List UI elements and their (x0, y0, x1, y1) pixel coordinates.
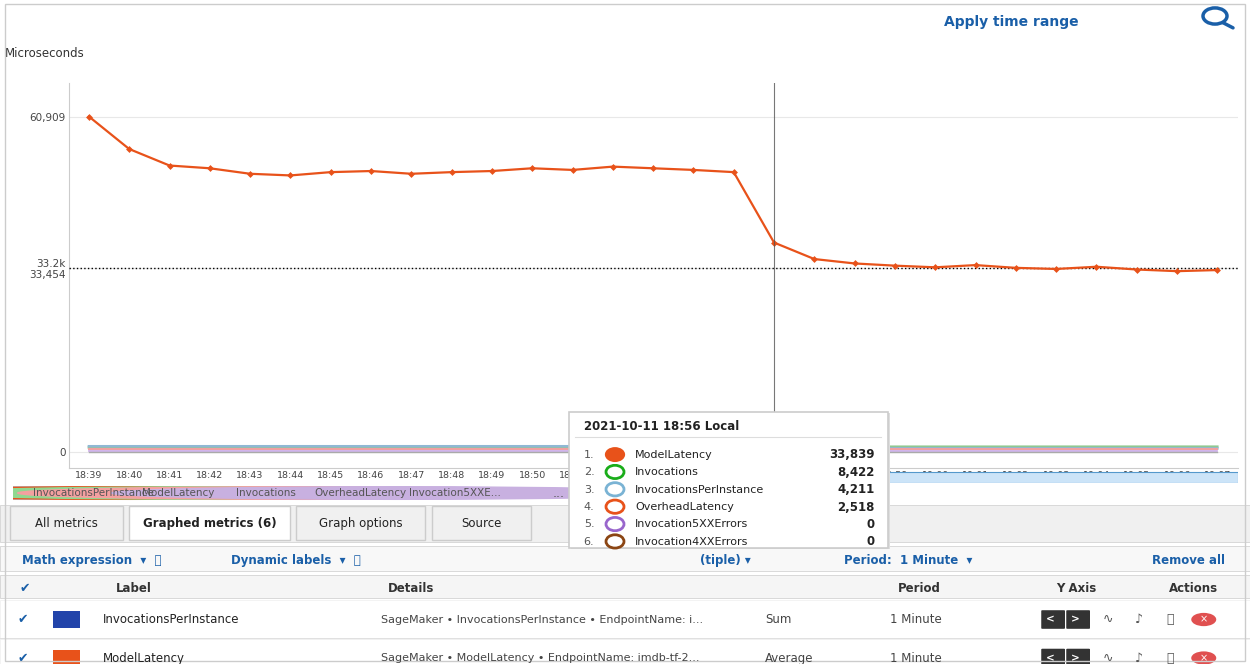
Text: ∿: ∿ (1102, 613, 1112, 626)
Circle shape (0, 487, 415, 499)
Text: 33,839: 33,839 (830, 448, 875, 461)
Text: Invocations: Invocations (236, 488, 296, 498)
Text: InvocationsPerInstance: InvocationsPerInstance (34, 488, 155, 498)
Text: <: < (1045, 614, 1055, 625)
Text: 4,211: 4,211 (838, 483, 875, 496)
Circle shape (606, 517, 624, 531)
Text: ModelLatency: ModelLatency (142, 488, 215, 498)
Text: Graph options: Graph options (319, 517, 402, 530)
Text: ⎘: ⎘ (1166, 613, 1174, 626)
Circle shape (606, 500, 624, 513)
Text: 3.: 3. (584, 485, 595, 495)
Text: Actions: Actions (1169, 582, 1218, 595)
Text: 1 Minute: 1 Minute (890, 613, 941, 626)
Text: ×: × (1200, 653, 1208, 663)
Text: <: < (1045, 653, 1055, 663)
Text: All metrics: All metrics (35, 517, 98, 530)
Text: >: > (1070, 653, 1080, 663)
Text: SageMaker • ModelLatency • EndpointName: imdb-tf-2...: SageMaker • ModelLatency • EndpointName:… (381, 653, 700, 663)
Circle shape (606, 535, 624, 548)
Text: ...: ... (552, 487, 565, 499)
Circle shape (605, 447, 625, 462)
Text: OverheadLatency: OverheadLatency (635, 502, 734, 512)
Text: 6.: 6. (584, 537, 595, 546)
Circle shape (111, 487, 681, 499)
Text: Average: Average (765, 651, 814, 664)
Text: 5.: 5. (584, 519, 595, 529)
Text: ✔: ✔ (20, 582, 30, 595)
Text: ✔: ✔ (18, 651, 28, 664)
Text: ModelLatency: ModelLatency (635, 450, 712, 460)
Text: 2.: 2. (584, 467, 595, 477)
Text: Graphed metrics (6): Graphed metrics (6) (142, 517, 276, 530)
Text: Remove all: Remove all (1152, 554, 1225, 567)
Text: Dynamic labels  ▾  ❓: Dynamic labels ▾ ❓ (231, 554, 361, 567)
Text: Invocation5XXErrors: Invocation5XXErrors (635, 519, 749, 529)
Circle shape (606, 483, 624, 496)
Text: OverheadLatency: OverheadLatency (315, 488, 408, 498)
Text: SageMaker • InvocationsPerInstance • EndpointName: i...: SageMaker • InvocationsPerInstance • End… (381, 614, 704, 625)
Text: 2,518: 2,518 (838, 501, 875, 513)
Text: >: > (1070, 614, 1080, 625)
Text: 0: 0 (867, 535, 875, 548)
Text: ⎘: ⎘ (1166, 651, 1174, 664)
Text: 0: 0 (867, 518, 875, 531)
Text: Invocations: Invocations (635, 467, 699, 477)
Text: Details: Details (388, 582, 434, 595)
Text: InvocationsPerInstance: InvocationsPerInstance (102, 613, 239, 626)
Text: Label: Label (116, 582, 152, 595)
Text: Microseconds: Microseconds (5, 47, 84, 60)
Text: ✔: ✔ (18, 613, 28, 626)
Text: Period: Period (898, 582, 940, 595)
Text: ♪: ♪ (1135, 651, 1142, 664)
Circle shape (0, 487, 509, 499)
Text: ∿: ∿ (1102, 651, 1112, 664)
Text: InvocationsPerInstance: InvocationsPerInstance (635, 485, 764, 495)
Text: 1 Minute: 1 Minute (890, 651, 941, 664)
Text: 1.: 1. (584, 450, 595, 460)
Text: ♪: ♪ (1135, 613, 1142, 626)
Text: Sum: Sum (765, 613, 791, 626)
Circle shape (0, 487, 306, 499)
Circle shape (1202, 8, 1228, 24)
Text: Apply time range: Apply time range (944, 15, 1079, 29)
Bar (752, 472, 1238, 483)
Text: 8,422: 8,422 (838, 465, 875, 479)
Text: 4.: 4. (584, 502, 595, 512)
Text: Invocation4XXErrors: Invocation4XXErrors (635, 537, 749, 546)
Text: Invocation5XXE...: Invocation5XXE... (409, 488, 500, 498)
Circle shape (18, 487, 588, 499)
Text: Source: Source (461, 517, 503, 530)
Text: ×: × (1200, 614, 1208, 625)
Text: ModelLatency: ModelLatency (102, 651, 185, 664)
Circle shape (606, 465, 624, 479)
Text: Y Axis: Y Axis (1056, 582, 1096, 595)
Text: Math expression  ▾  ❓: Math expression ▾ ❓ (22, 554, 162, 567)
Text: Period:  1 Minute  ▾: Period: 1 Minute ▾ (844, 554, 972, 567)
Text: (tiple) ▾: (tiple) ▾ (700, 554, 751, 567)
Text: 2021-10-11 18:56 Local: 2021-10-11 18:56 Local (584, 420, 739, 433)
